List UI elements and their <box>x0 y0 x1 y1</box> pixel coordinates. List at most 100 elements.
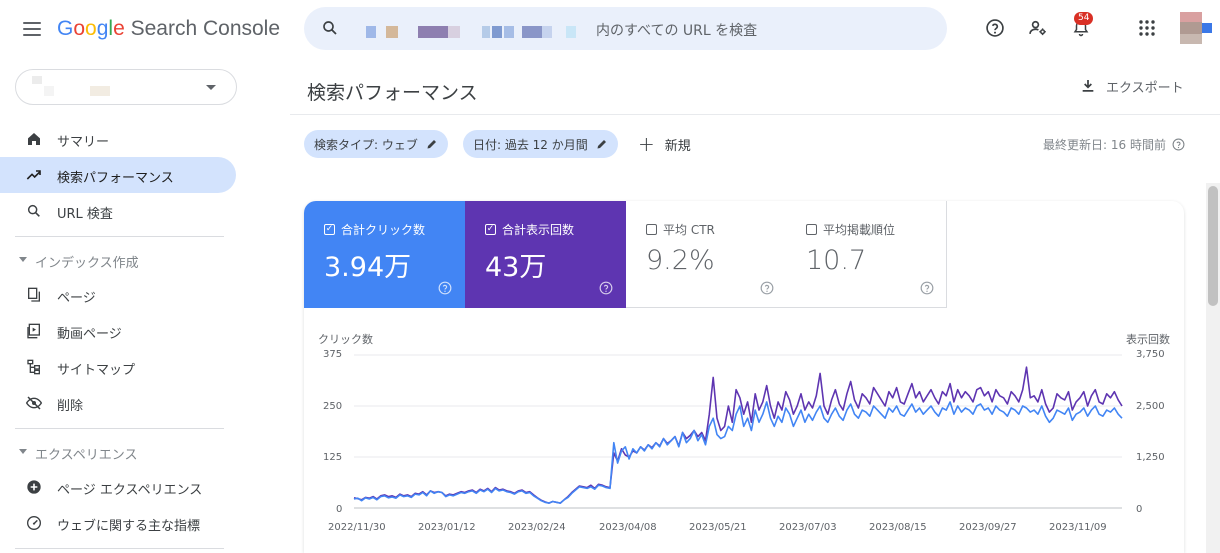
logo-letter-g: G <box>57 17 74 40</box>
core-web-vitals-icon-glyph <box>27 516 41 530</box>
section-header-indexing[interactable]: インデックス作成 <box>0 245 236 275</box>
property-selector[interactable] <box>15 69 237 105</box>
sidebar-item-core-web-vitals[interactable]: ウェブに関する主な指標 <box>0 505 236 541</box>
logo-letter-e: e <box>113 17 125 40</box>
apps-grid-icon[interactable] <box>1136 17 1158 39</box>
sidebar-item-removals[interactable]: 削除 <box>0 385 236 421</box>
x-tick: 2022/11/30 <box>328 522 386 533</box>
y-tick-right: 0 <box>1136 504 1143 515</box>
help-icon[interactable] <box>599 281 613 295</box>
sidebar-item-label: 検索パフォーマンス <box>57 171 174 186</box>
sidebar-item-search-performance[interactable]: 検索パフォーマンス <box>0 157 236 193</box>
sidebar-divider <box>15 548 224 549</box>
apps-grid-glyph <box>1139 20 1155 36</box>
y-tick-left: 250 <box>323 401 343 412</box>
video-pages-icon-glyph <box>27 323 40 339</box>
download-icon <box>1082 80 1094 92</box>
help-icon[interactable] <box>920 281 934 295</box>
url-inspection-search-bar[interactable]: 内のすべての URL を検査 <box>304 7 947 50</box>
metric-label-text: 合計クリック数 <box>341 223 426 237</box>
filter-chip-label: 検索タイプ: ウェブ <box>314 137 418 152</box>
page-experience-icon-glyph <box>27 480 41 494</box>
main-scrollbar-thumb[interactable] <box>1208 186 1218 306</box>
redacted-domain <box>366 23 636 38</box>
chart-plot-area[interactable] <box>304 308 1184 553</box>
sidebar-item-summary[interactable]: サマリー <box>0 121 236 157</box>
home-icon-glyph <box>28 133 40 145</box>
help-icon[interactable] <box>760 281 774 295</box>
y-tick-right: 3,750 <box>1136 349 1165 360</box>
right-axis-title: 表示回数 <box>1126 333 1170 346</box>
account-avatar-accent <box>1202 23 1212 33</box>
sidebar-item-sitemaps[interactable]: サイトマップ <box>0 349 236 385</box>
checkbox-checked-icon[interactable]: ✓ <box>324 224 335 235</box>
header-divider <box>290 114 1220 115</box>
manage-users-icon[interactable] <box>1027 17 1049 39</box>
sidebar-item-page-experience[interactable]: ページ エクスペリエンス <box>0 469 236 505</box>
metric-card-average-position[interactable]: 平均掲載順位 10.7 <box>786 201 947 308</box>
removals-icon-glyph <box>25 396 43 410</box>
export-button[interactable]: エクスポート <box>1080 76 1184 96</box>
sitemap-icon-glyph <box>27 359 40 375</box>
core-web-vitals-icon <box>25 514 43 532</box>
sidebar-item-url-inspection[interactable]: URL 検査 <box>0 193 236 229</box>
search-placeholder: 内のすべての URL を検査 <box>596 23 758 39</box>
menu-line <box>23 34 41 36</box>
y-tick-right: 2,500 <box>1136 401 1165 412</box>
metric-value: 3.94万 <box>324 252 412 283</box>
metric-label: 平均掲載順位 <box>806 221 895 238</box>
x-tick: 2023/11/09 <box>1049 522 1107 533</box>
main-content: 検索パフォーマンス エクスポート 検索タイプ: ウェブ 日付: 過去 12 か月… <box>250 58 1220 553</box>
help-icon[interactable] <box>1172 138 1185 151</box>
x-tick: 2023/07/03 <box>779 522 837 533</box>
left-axis-title: クリック数 <box>318 333 373 346</box>
series-line-clicks[interactable] <box>353 401 1123 504</box>
sidebar-item-label: ページ エクスペリエンス <box>57 483 203 498</box>
sidebar: サマリー 検索パフォーマンス URL 検査 インデックス作成 ページ 動画ページ… <box>0 58 250 553</box>
plus-icon: + <box>638 132 655 156</box>
performance-card: ✓ 合計クリック数 3.94万 ✓ 合計表示回数 43万 平均 CTR 9.2% <box>304 201 1184 553</box>
filter-chip-search-type[interactable]: 検索タイプ: ウェブ <box>304 130 448 158</box>
checkbox-checked-icon[interactable]: ✓ <box>485 224 496 235</box>
sidebar-item-label: URL 検査 <box>57 207 113 222</box>
last-updated-text: 最終更新日: 16 時間前 <box>1043 136 1185 153</box>
top-app-bar: Google Search Console 内のすべての URL を検査 54 <box>0 0 1220 58</box>
metric-card-average-ctr[interactable]: 平均 CTR 9.2% <box>626 201 787 308</box>
pages-icon <box>25 286 43 304</box>
checkbox-unchecked-icon[interactable] <box>646 224 657 235</box>
page-experience-icon <box>25 478 43 496</box>
x-tick: 2023/09/27 <box>959 522 1017 533</box>
sidebar-item-pages[interactable]: ページ <box>0 277 236 313</box>
product-logo[interactable]: Google Search Console <box>57 17 280 41</box>
metric-card-total-impressions[interactable]: ✓ 合計表示回数 43万 <box>465 201 626 308</box>
main-menu-button[interactable] <box>20 17 44 41</box>
search-icon <box>25 202 43 220</box>
menu-line <box>23 28 41 30</box>
add-filter-button[interactable]: + 新規 <box>638 132 691 156</box>
manage-users-icon-glyph <box>1029 20 1046 36</box>
edit-pencil-icon <box>427 140 436 149</box>
series-line-impressions[interactable] <box>353 366 1123 504</box>
sidebar-item-label: サイトマップ <box>57 363 136 378</box>
metric-label-text: 合計表示回数 <box>502 223 575 237</box>
account-avatar[interactable] <box>1180 12 1202 44</box>
redacted-property-name <box>32 76 110 96</box>
metric-card-total-clicks[interactable]: ✓ 合計クリック数 3.94万 <box>304 201 465 308</box>
help-icon-glyph <box>986 19 1004 37</box>
removals-icon <box>25 394 43 412</box>
help-icon[interactable] <box>984 17 1006 39</box>
y-tick-left: 0 <box>336 504 343 515</box>
help-icon[interactable] <box>438 281 452 295</box>
performance-chart: クリック数 表示回数 375 250 125 0 3,750 2,500 1,2… <box>304 308 1184 553</box>
x-tick: 2023/05/21 <box>689 522 747 533</box>
filter-chip-label: 日付: 過去 12 か月間 <box>473 137 588 152</box>
checkbox-unchecked-icon[interactable] <box>806 224 817 235</box>
x-tick: 2023/08/15 <box>869 522 927 533</box>
metric-label: ✓ 合計表示回数 <box>485 221 574 238</box>
export-label: エクスポート <box>1106 80 1184 96</box>
section-header-experience[interactable]: エクスペリエンス <box>0 437 236 467</box>
y-tick-left: 125 <box>323 452 343 463</box>
sidebar-item-video-pages[interactable]: 動画ページ <box>0 313 236 349</box>
logo-letter-o: o <box>85 17 97 40</box>
filter-chip-date[interactable]: 日付: 過去 12 か月間 <box>463 130 618 158</box>
